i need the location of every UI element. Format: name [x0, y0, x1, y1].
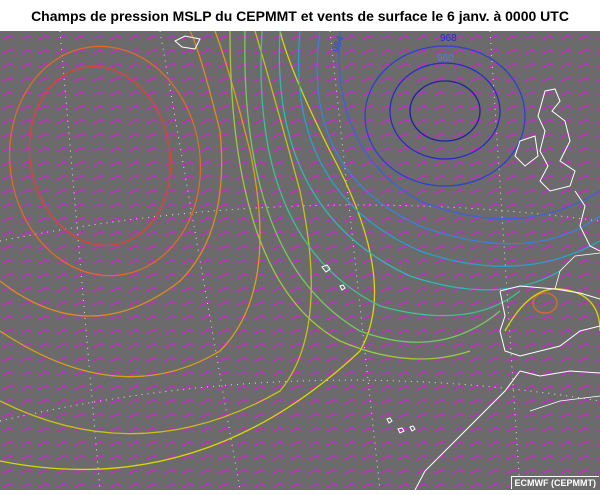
map-title: Champs de pression MSLP du CEPMMT et ven… [31, 7, 569, 24]
map-panel: 968 960 984 EC [0, 30, 600, 491]
credit-label: ECMWF (CEPMMT) [510, 476, 599, 489]
isobar-label-968: 968 [440, 33, 457, 44]
isobar-label-960: 960 [437, 53, 454, 64]
graticule [0, 30, 600, 491]
wind-barbs-field [0, 31, 600, 490]
iberia-high-contours [504, 288, 600, 332]
pressure-map: 968 960 984 [0, 30, 600, 491]
country-borders [529, 252, 600, 412]
high-pressure-contours [0, 30, 376, 470]
title-bar: Champs de pression MSLP du CEPMMT et ven… [0, 0, 600, 31]
